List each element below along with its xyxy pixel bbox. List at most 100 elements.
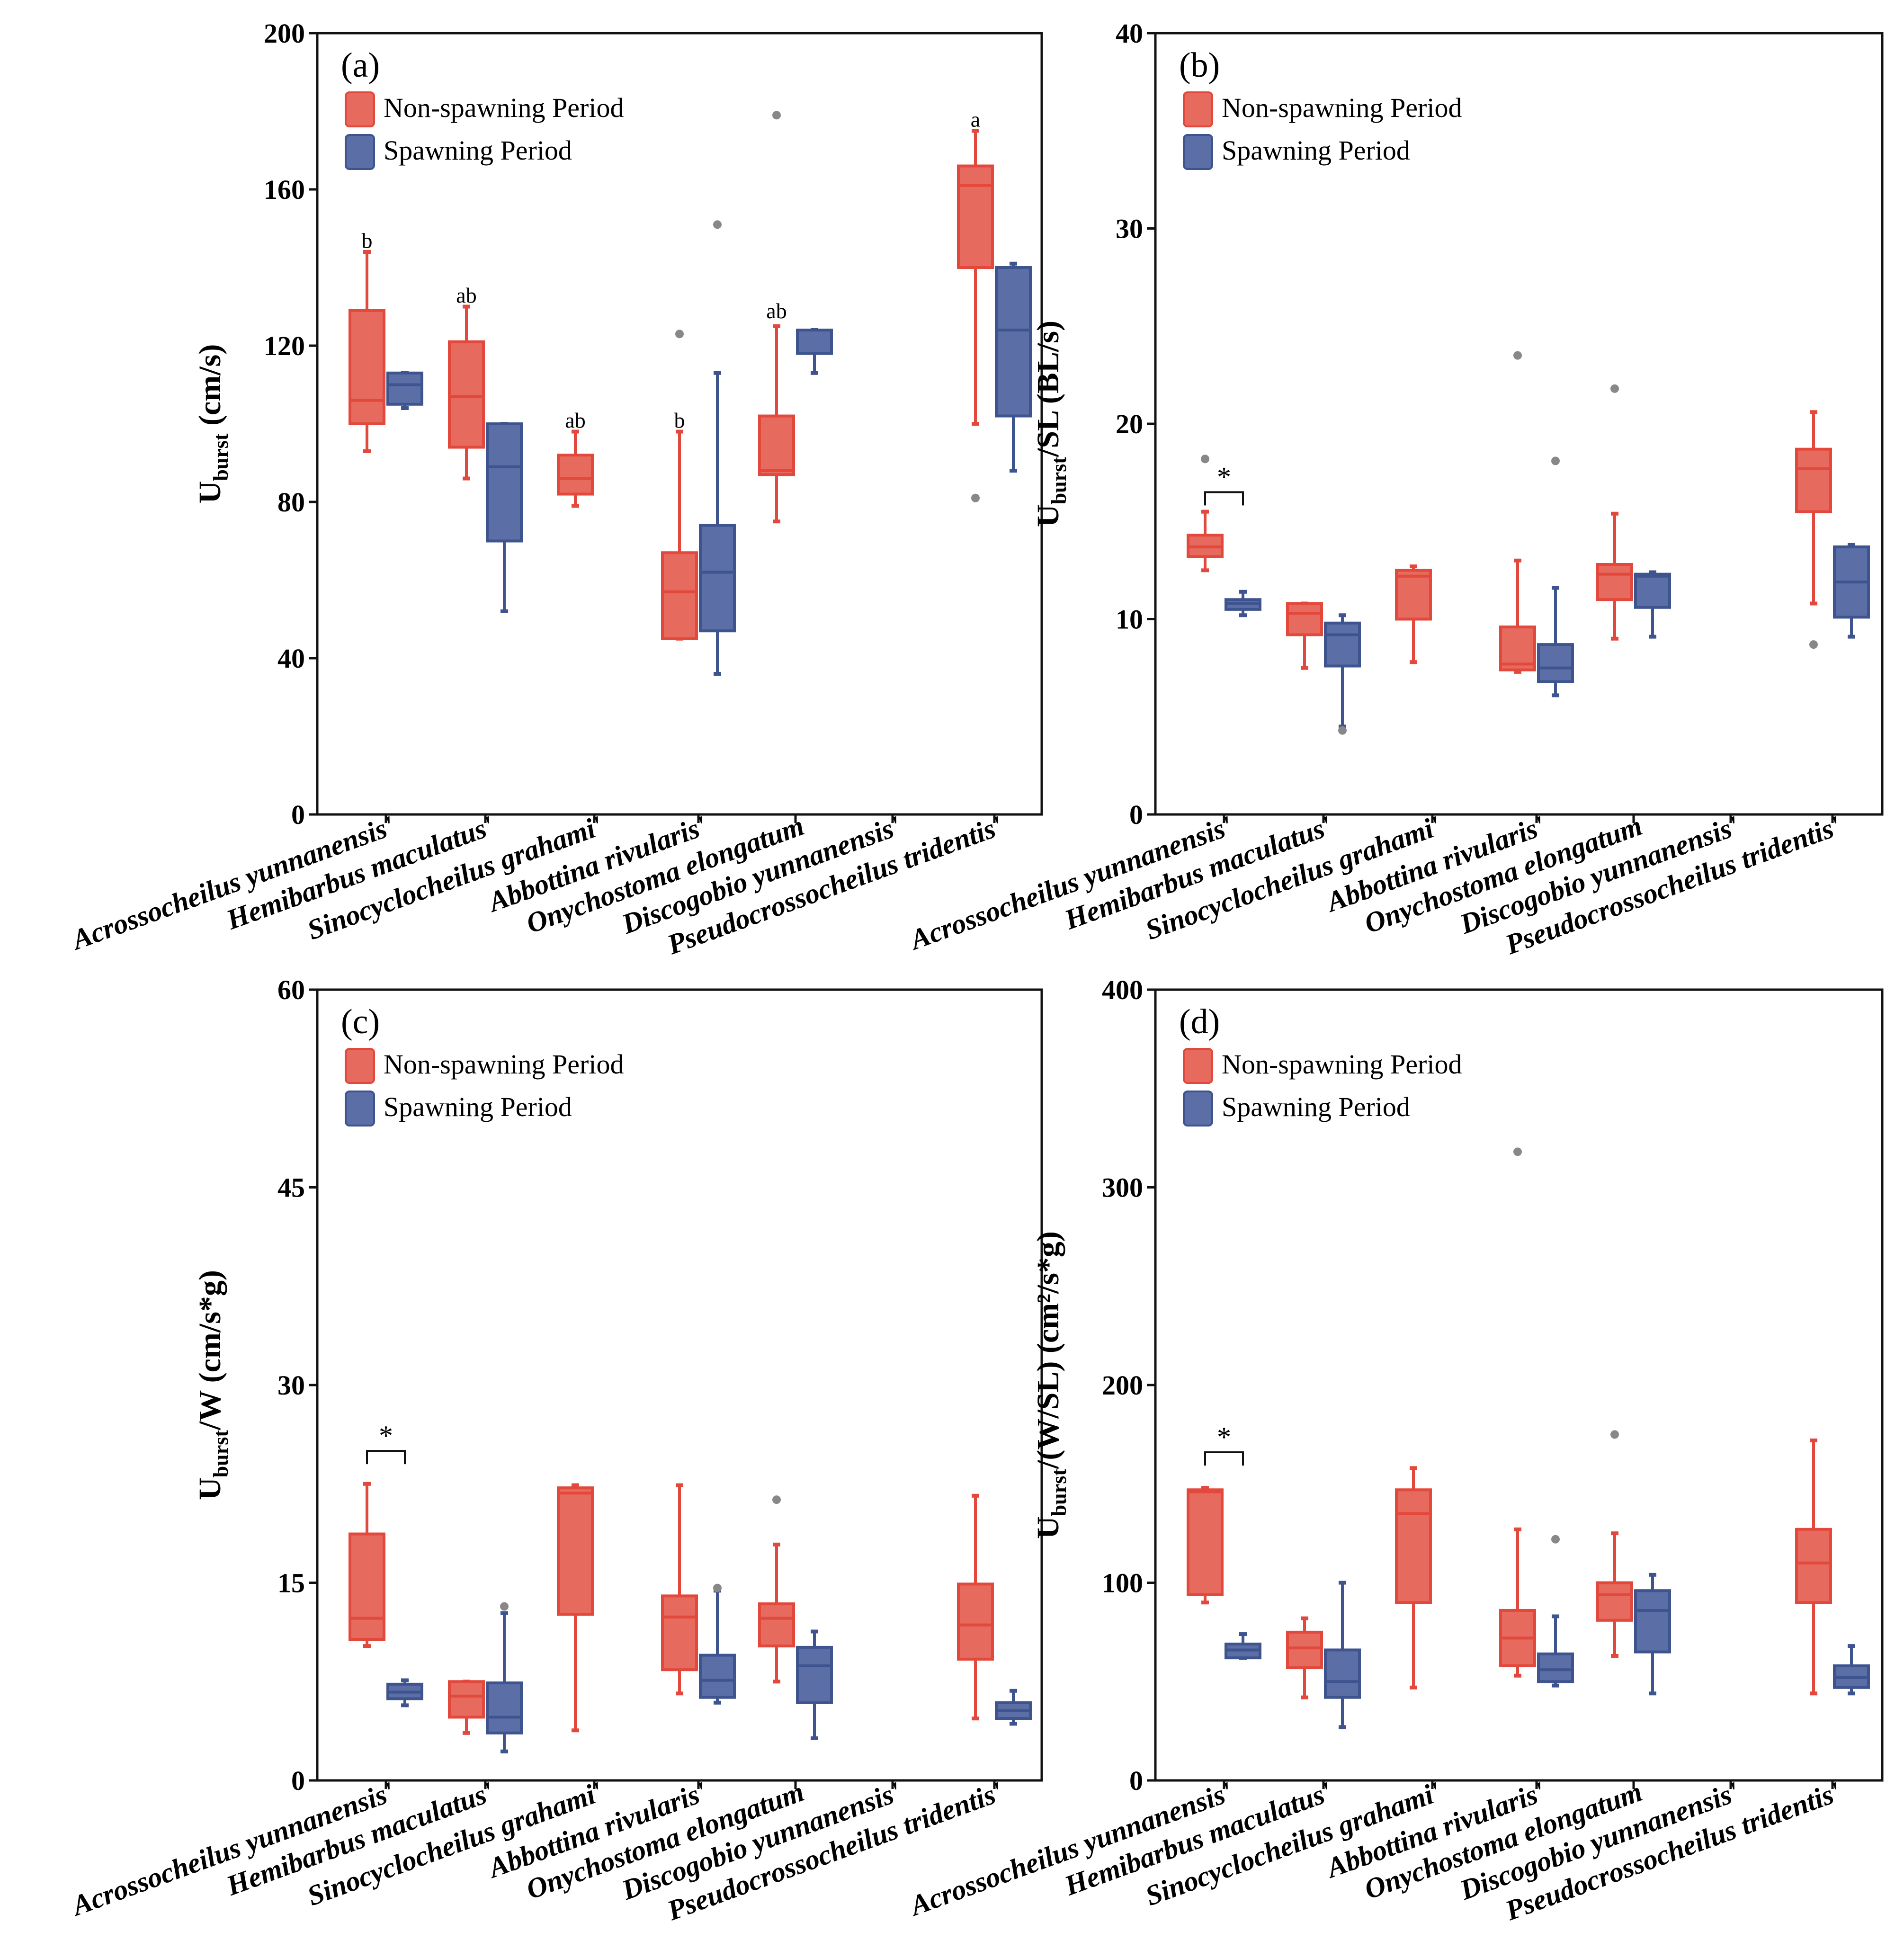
- box-body: [995, 266, 1032, 418]
- box-non-spawning-2: [557, 429, 594, 508]
- y-tick-label: 40: [277, 643, 305, 674]
- box-non-spawning-6: [1795, 410, 1832, 649]
- y-axis-title-sub: burst: [209, 433, 232, 481]
- legend-label-non_spawning: Non-spawning Period: [384, 92, 624, 123]
- outlier-point: [675, 330, 684, 339]
- box-body: [699, 524, 736, 633]
- legend-swatch-spawning: [1183, 1091, 1213, 1127]
- y-axis-title-main: U: [1031, 1516, 1065, 1539]
- box-body: [1395, 1488, 1432, 1604]
- y-axis-title-rest: /(W/SL) (cm²/s*g): [1031, 1231, 1065, 1469]
- box-non-spawning-2: [557, 1483, 594, 1733]
- significance-letter: ab: [456, 283, 476, 307]
- box-spawning-6: [995, 261, 1032, 473]
- panel-label: (c): [341, 1002, 380, 1041]
- box-spawning-3: [1537, 1535, 1574, 1688]
- box-body: [796, 1645, 833, 1704]
- box-spawning-1: [486, 1602, 523, 1753]
- y-tick-label: 80: [277, 487, 305, 518]
- outlier-point: [713, 220, 722, 229]
- box-body: [1634, 572, 1671, 609]
- y-tick-label: 0: [1129, 1765, 1143, 1796]
- y-axis-title-main: U: [1031, 504, 1065, 527]
- box-spawning-1: [1324, 1581, 1361, 1729]
- box-body: [1537, 643, 1574, 683]
- y-tick-label: 30: [1116, 214, 1143, 244]
- box-spawning-4: [796, 1629, 833, 1740]
- box-body: [557, 454, 594, 496]
- y-axis-title-sub: burst: [1047, 457, 1071, 505]
- box-non-spawning-0: [349, 250, 385, 453]
- box-body: [448, 1680, 485, 1719]
- significance-star: *: [1217, 461, 1231, 492]
- box-body: [1187, 1488, 1224, 1596]
- legend-swatch-non_spawning: [1183, 91, 1213, 127]
- y-tick-label: 120: [264, 331, 305, 361]
- box-body: [661, 551, 698, 640]
- y-tick-label: 15: [277, 1568, 305, 1599]
- outlier-point: [772, 111, 781, 120]
- box-body: [1634, 1589, 1671, 1654]
- legend-swatch-non_spawning: [1183, 1048, 1213, 1084]
- box-spawning-6: [995, 1689, 1032, 1726]
- box-non-spawning-0: [349, 1482, 385, 1648]
- y-tick-label: 30: [277, 1370, 305, 1401]
- panel-label: (b): [1179, 46, 1220, 85]
- legend-swatch-spawning: [1183, 134, 1213, 170]
- outlier-point: [971, 493, 980, 502]
- box-spawning-4: [796, 328, 833, 375]
- outlier-point: [1338, 726, 1347, 735]
- box-non-spawning-3: [1499, 351, 1536, 674]
- box-non-spawning-3: [1499, 1147, 1536, 1678]
- significance-letter: b: [674, 408, 685, 432]
- box-spawning-0: [386, 1678, 423, 1708]
- box-body: [796, 329, 833, 355]
- box-non-spawning-4: [758, 1495, 795, 1684]
- box-body: [1324, 621, 1361, 668]
- box-non-spawning-2: [1395, 564, 1432, 664]
- box-spawning-0: [1225, 590, 1261, 617]
- significance-star: *: [379, 1420, 393, 1451]
- outlier-point: [1201, 455, 1209, 464]
- box-body: [349, 309, 385, 425]
- box-body: [758, 414, 795, 476]
- box-spawning-6: [1833, 1644, 1870, 1696]
- box-body: [486, 1681, 523, 1734]
- y-axis-title-sub: burst: [1047, 1469, 1071, 1517]
- box-spawning-1: [1324, 613, 1361, 735]
- panel-label: (a): [341, 46, 380, 85]
- y-tick-label: 200: [1102, 1370, 1143, 1401]
- outlier-point: [1513, 1147, 1522, 1156]
- legend-label-spawning: Spawning Period: [1222, 135, 1410, 166]
- y-tick-label: 300: [1102, 1172, 1143, 1203]
- legend-swatch-spawning: [345, 1091, 375, 1127]
- box-non-spawning-0: [1187, 1486, 1224, 1605]
- legend-label-non_spawning: Non-spawning Period: [1222, 92, 1462, 123]
- y-axis-title-rest: /SL (BL/s): [1031, 321, 1065, 457]
- legend-swatch-non_spawning: [345, 1048, 375, 1084]
- box-spawning-4: [1634, 570, 1671, 639]
- box-body: [957, 1582, 994, 1661]
- box-body: [1286, 602, 1323, 636]
- outlier-point: [772, 1495, 781, 1504]
- y-axis-title: Uburst/W (cm/s*g): [193, 1270, 232, 1500]
- legend-label-spawning: Spawning Period: [384, 1091, 572, 1122]
- y-tick-label: 200: [264, 18, 305, 49]
- significance-letter: ab: [565, 408, 585, 432]
- box-non-spawning-1: [448, 304, 485, 481]
- significance-letter: a: [971, 107, 980, 132]
- outlier-point: [713, 1583, 722, 1592]
- outlier-point: [1551, 456, 1560, 465]
- box-body: [1596, 1581, 1633, 1622]
- y-tick-label: 20: [1116, 409, 1143, 439]
- box-spawning-3: [699, 1583, 736, 1705]
- box-spawning-3: [699, 220, 736, 676]
- outlier-point: [1610, 384, 1619, 393]
- box-body: [386, 371, 423, 406]
- box-non-spawning-6: [1795, 1438, 1832, 1696]
- box-body: [957, 164, 994, 269]
- y-axis-title-sub: burst: [209, 1430, 232, 1478]
- outlier-point: [1513, 351, 1522, 360]
